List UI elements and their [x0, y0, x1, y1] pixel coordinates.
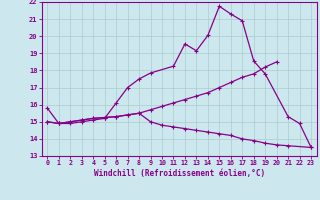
X-axis label: Windchill (Refroidissement éolien,°C): Windchill (Refroidissement éolien,°C)	[94, 169, 265, 178]
